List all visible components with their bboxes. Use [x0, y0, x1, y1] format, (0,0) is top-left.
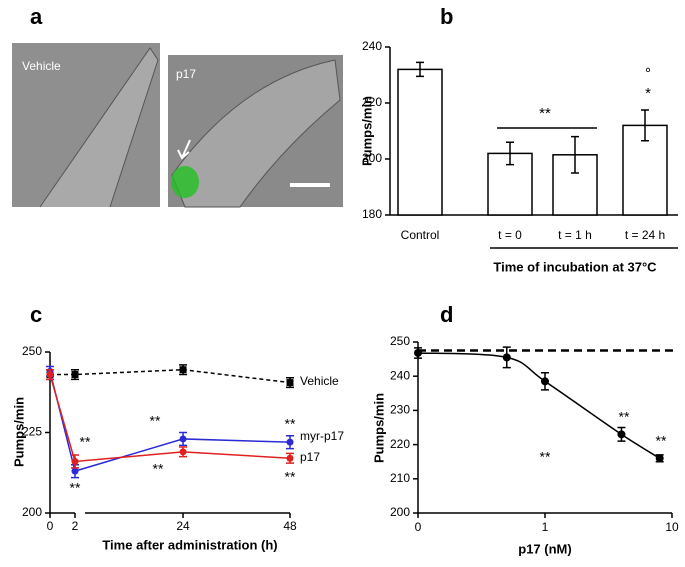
annotation: **	[285, 416, 296, 432]
y-axis-label: Pumps/min	[359, 96, 374, 166]
marker	[502, 353, 511, 362]
annotation: **	[619, 409, 630, 425]
y-tick-label: 220	[362, 95, 382, 109]
annotation: **	[80, 434, 91, 450]
x-tick-label: 10	[665, 520, 679, 534]
x-tick-label: t = 1 h	[558, 228, 592, 242]
marker	[414, 348, 422, 357]
error-bar	[571, 135, 579, 174]
panel-label: b	[440, 4, 453, 29]
annotation: °	[645, 65, 651, 82]
error-bar	[416, 61, 424, 78]
y-tick-label: 200	[362, 151, 382, 165]
x-tick-label: 1	[542, 520, 549, 534]
legend-label: p17	[300, 450, 320, 464]
annotation: **	[150, 413, 161, 429]
panel-label: d	[440, 302, 453, 327]
fluorescence	[171, 166, 199, 198]
marker	[71, 371, 79, 379]
marker	[617, 430, 626, 439]
annotation: **	[656, 433, 667, 449]
y-tick-label: 210	[390, 471, 410, 485]
x-tick-label: 48	[283, 519, 297, 533]
annotation: **	[539, 105, 551, 122]
fit-curve	[417, 352, 661, 459]
marker	[286, 379, 294, 387]
y-axis-label: Pumps/min	[371, 393, 386, 463]
x-axis-label: p17 (nM)	[518, 541, 571, 556]
y-tick-label: 225	[22, 425, 42, 439]
marker	[179, 435, 187, 443]
marker	[541, 377, 549, 386]
marker	[71, 457, 79, 465]
error-bar	[506, 141, 514, 166]
image-label: Vehicle	[22, 59, 61, 73]
legend-label: Vehicle	[300, 374, 339, 388]
y-tick-label: 220	[390, 437, 410, 451]
marker	[655, 454, 664, 463]
legend-label: myr-p17	[300, 429, 344, 443]
marker	[286, 454, 294, 462]
y-tick-label: 240	[362, 39, 382, 53]
y-axis-label: Pumps/min	[11, 397, 26, 467]
annotation: **	[153, 461, 164, 477]
worm-outline	[171, 59, 341, 208]
y-tick-label: 200	[390, 505, 410, 519]
x-tick-label: 0	[415, 520, 422, 534]
y-tick-label: 180	[362, 207, 382, 221]
y-tick-label: 240	[390, 368, 410, 382]
annotation: *	[645, 85, 651, 102]
series-line	[49, 371, 291, 473]
marker	[46, 371, 54, 379]
annotation: **	[285, 469, 296, 485]
marker	[71, 467, 79, 475]
x-axis-label: Time of incubation at 37°C	[493, 259, 657, 274]
series-line	[49, 374, 291, 463]
y-tick-label: 250	[22, 344, 42, 358]
annotation: **	[70, 480, 81, 496]
image-label: p17	[176, 67, 196, 81]
worm-outline	[39, 47, 159, 208]
x-tick-label: 2	[72, 519, 79, 533]
marker	[179, 448, 187, 456]
error-bar	[641, 109, 649, 142]
marker	[179, 366, 187, 374]
x-tick-label: t = 24 h	[625, 228, 665, 242]
x-tick-label: Control	[401, 228, 440, 242]
series-line	[50, 368, 291, 384]
marker	[286, 438, 294, 446]
x-tick-label: t = 0	[498, 228, 522, 242]
arrow	[177, 139, 191, 160]
panel-label: c	[30, 302, 42, 327]
panel-label: a	[30, 4, 43, 29]
y-tick-label: 200	[22, 505, 42, 519]
x-tick-label: 0	[47, 519, 54, 533]
annotation: **	[540, 449, 551, 465]
bar	[397, 68, 443, 216]
x-tick-label: 24	[176, 519, 190, 533]
y-tick-label: 250	[390, 334, 410, 348]
x-axis-label: Time after administration (h)	[102, 537, 277, 552]
y-tick-label: 230	[390, 403, 410, 417]
